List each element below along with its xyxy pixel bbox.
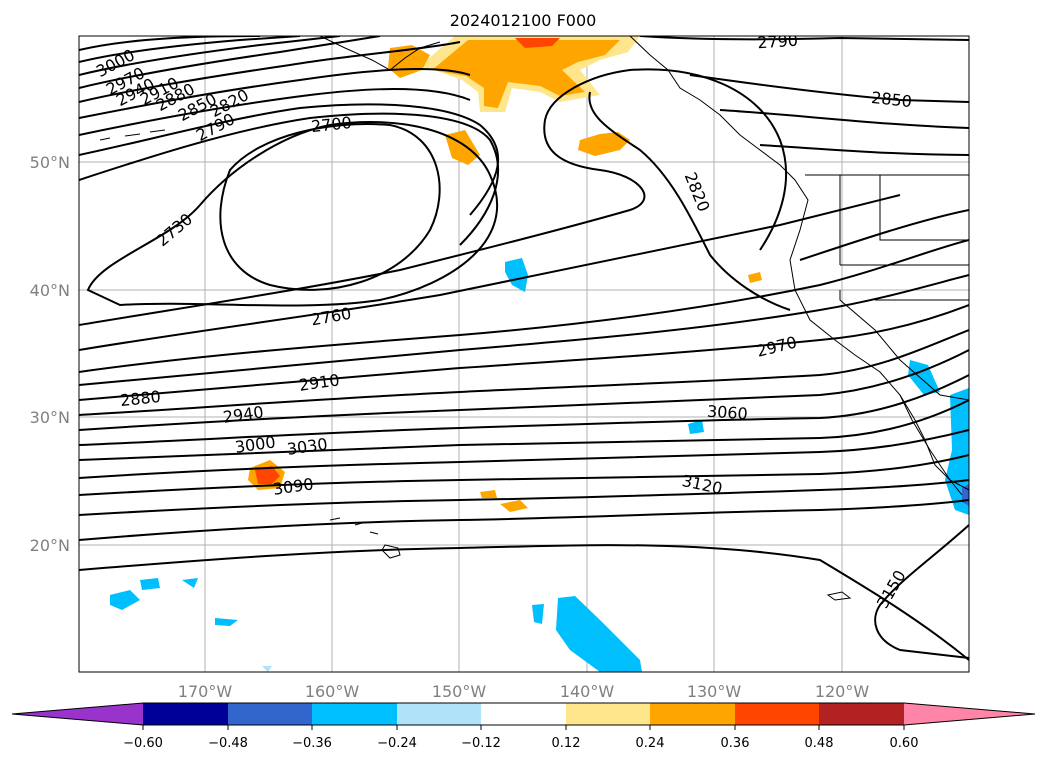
border-states xyxy=(839,175,969,401)
positive-area-south-core xyxy=(255,466,280,484)
contour-2910 xyxy=(79,304,969,401)
lon-label: 130°W xyxy=(687,682,742,701)
negative-area-small xyxy=(688,420,704,434)
contour-2880-north xyxy=(79,41,461,103)
contour-2820-ring xyxy=(79,112,499,246)
coastline-hawaii xyxy=(329,517,401,559)
colorbar-tick-label: 0.24 xyxy=(636,736,665,751)
lat-label: 40°N xyxy=(30,281,70,300)
latitude-labels: 50°N 40°N 30°N 20°N xyxy=(30,153,70,555)
coastline-baja xyxy=(899,394,963,496)
contour-label: 2850 xyxy=(870,88,912,111)
contour-2850-east xyxy=(689,74,969,103)
lon-label: 170°W xyxy=(178,682,233,701)
positive-area-coast xyxy=(578,132,630,156)
coastline-north-america xyxy=(629,36,969,491)
contour-2790-outer xyxy=(79,194,901,351)
negative-area-w6 xyxy=(262,666,272,672)
negative-area-central xyxy=(505,258,528,292)
colorbar-segment xyxy=(143,703,228,725)
colorbar-segment xyxy=(481,703,566,725)
colorbar-tick-label: 0.60 xyxy=(890,736,919,751)
contour-label: 2700 xyxy=(310,113,352,136)
colorbar-extend-low xyxy=(12,703,143,725)
contour-2970-north xyxy=(79,36,301,63)
contour-2820-east xyxy=(588,91,791,311)
negative-area-w5 xyxy=(532,604,544,624)
contour-2730-outer xyxy=(86,121,498,307)
negative-area-w3 xyxy=(182,578,198,588)
contour-3120 xyxy=(79,479,969,516)
coastline-mexico-island xyxy=(826,591,852,601)
coastline-aleutians xyxy=(99,129,166,141)
lon-label: 160°W xyxy=(305,682,360,701)
map-frame xyxy=(78,35,970,673)
positive-area-small-3 xyxy=(500,500,528,512)
map-panel: 3000 2970 2940 2910 2880 2850 2820 2790 … xyxy=(78,31,970,673)
contour-2790-top xyxy=(639,36,969,41)
longitude-labels: 170°W 160°W 150°W 140°W 130°W 120°W xyxy=(178,682,870,701)
contour-2790-north xyxy=(79,103,499,216)
contour-2970 xyxy=(79,239,969,373)
contour-2820-north xyxy=(79,88,471,136)
contour-2970-2 xyxy=(79,349,969,431)
contour-3030 xyxy=(79,399,969,461)
negative-area-coast-2 xyxy=(945,388,969,515)
contour-2910-north xyxy=(79,36,381,89)
colorbar-segment xyxy=(566,703,650,725)
contour-3060 xyxy=(79,429,969,479)
colorbar-tick-label: 0.36 xyxy=(721,736,750,751)
negative-area-w2 xyxy=(140,578,160,590)
colorbar-segment xyxy=(650,703,735,725)
contour-2940-north xyxy=(79,36,341,76)
contour-3150-south xyxy=(79,544,969,661)
lat-label: 20°N xyxy=(30,536,70,555)
contour-label: 3060 xyxy=(706,402,748,424)
colorbar-segment xyxy=(228,703,312,725)
colorbar-tick-label: −0.60 xyxy=(123,736,163,751)
negative-area-w1 xyxy=(110,590,140,610)
colorbar-tick-label: 0.48 xyxy=(805,736,834,751)
map-title: 2024012100 F000 xyxy=(450,11,597,30)
colorbar-ticks xyxy=(142,725,905,730)
height-contours xyxy=(79,36,969,661)
colorbar-segment xyxy=(735,703,819,725)
colorbar-tick-label: −0.24 xyxy=(377,736,417,751)
contour-2700-low xyxy=(219,123,441,291)
contour-2940 xyxy=(79,329,969,416)
contour-2850-north xyxy=(79,67,471,119)
contour-2940-east xyxy=(799,209,969,261)
negative-area-w4 xyxy=(215,618,238,626)
colorbar-tick-label: −0.48 xyxy=(208,736,248,751)
contour-label: 2790 xyxy=(757,31,799,53)
lat-label: 50°N xyxy=(30,153,70,172)
contour-2880-east xyxy=(719,109,969,129)
positive-area-gulf-core xyxy=(515,38,560,48)
colorbar-segment xyxy=(312,703,397,725)
contour-3150-east xyxy=(874,524,969,659)
colorbar-tick-label: −0.12 xyxy=(461,736,501,751)
colorbar: −0.60 −0.48 −0.36 −0.24 −0.12 0.12 0.24 … xyxy=(11,702,1036,751)
contour-2910-east xyxy=(759,144,969,156)
contour-3090 xyxy=(79,454,969,496)
colorbar-segment xyxy=(819,703,904,725)
lon-label: 120°W xyxy=(815,682,870,701)
positive-area-gulf-inner xyxy=(432,40,620,108)
lon-label: 140°W xyxy=(560,682,615,701)
colorbar-tick-label: 0.12 xyxy=(552,736,581,751)
colorbar-tick-label: −0.36 xyxy=(292,736,332,751)
contour-3000 xyxy=(79,374,969,446)
negative-area-coast-1 xyxy=(908,360,940,395)
positive-area-small-2 xyxy=(480,490,497,498)
colorbar-extend-high xyxy=(904,703,1035,725)
contour-label: 2880 xyxy=(119,387,161,410)
contour-3150 xyxy=(79,499,969,541)
lat-label: 30°N xyxy=(30,408,70,427)
positive-area-small-1 xyxy=(748,272,762,283)
contour-2880 xyxy=(79,274,969,386)
colorbar-segment xyxy=(397,703,481,725)
negative-area-tropics xyxy=(556,596,642,672)
lon-label: 150°W xyxy=(432,682,487,701)
